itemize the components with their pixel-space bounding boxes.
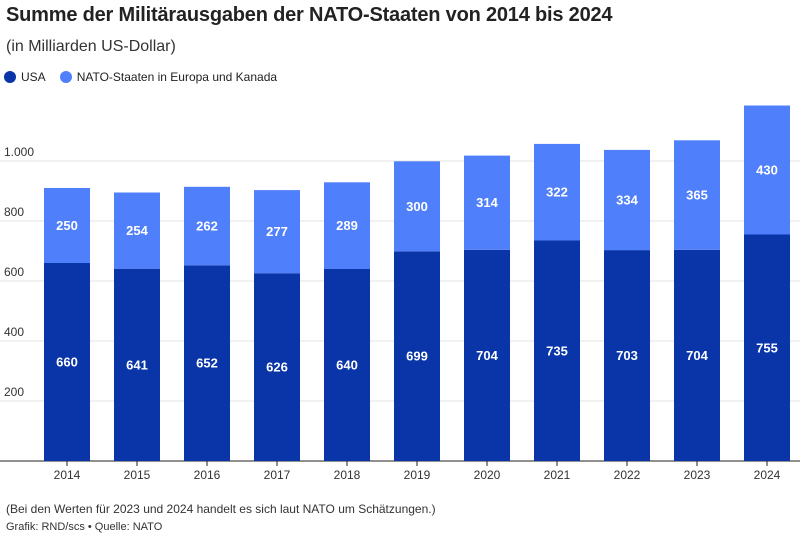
legend-item-usa: USA [4,70,46,84]
bar-europe-canada [44,188,90,263]
data-label: 300 [406,199,428,214]
footnote: (Bei den Werten für 2023 und 2024 handel… [6,502,436,516]
bar-usa [534,240,580,461]
data-label: 755 [756,340,778,355]
bar-europe-canada [604,149,650,251]
bar-europe-canada [394,161,440,252]
x-tick-label: 2017 [264,468,291,482]
data-label: 430 [756,163,778,178]
data-label: 289 [336,218,358,233]
data-label: 703 [616,348,638,363]
x-tick-label: 2019 [404,468,431,482]
legend-label-usa: USA [21,70,46,84]
data-label: 322 [546,185,568,200]
x-tick-label: 2024 [754,468,781,482]
data-label: 365 [686,188,708,203]
data-label: 262 [196,219,218,234]
data-label: 735 [546,343,568,358]
bar-usa [324,269,370,461]
data-label: 660 [56,355,78,370]
x-tick-label: 2022 [614,468,641,482]
data-label: 250 [56,218,78,233]
bar-europe-canada [324,182,370,269]
data-label: 699 [406,349,428,364]
y-tick-label: 600 [4,265,24,279]
data-label: 641 [126,357,148,372]
bar-usa [674,249,720,461]
chart-subtitle: (in Milliarden US-Dollar) [6,38,176,55]
legend: USA NATO-Staaten in Europa und Kanada [4,70,277,84]
data-label: 704 [686,348,708,363]
chart-title: Summe der Militärausgaben der NATO-Staat… [6,4,613,26]
bar-europe-canada [254,190,300,274]
bar-usa [254,273,300,461]
x-tick-label: 2014 [54,468,81,482]
bar-usa [464,249,510,461]
bar-usa [114,268,160,461]
data-label: 277 [266,224,288,239]
data-label: 704 [476,348,498,363]
bar-europe-canada [744,105,790,235]
source-credit: Grafik: RND/scs • Quelle: NATO [6,521,163,533]
legend-label-europe-canada: NATO-Staaten in Europa und Kanada [76,70,278,84]
bar-usa [184,265,230,461]
y-tick-label: 200 [4,385,24,399]
x-tick-label: 2021 [544,468,571,482]
bar-usa [604,250,650,461]
x-tick-label: 2018 [334,468,361,482]
bar-usa [44,263,90,461]
legend-item-europe-canada: NATO-Staaten in Europa und Kanada [59,70,278,84]
data-label: 640 [336,358,358,373]
legend-swatch-usa [4,71,16,83]
bar-europe-canada [184,186,230,266]
data-label: 626 [266,360,288,375]
x-tick-label: 2023 [684,468,711,482]
bar-usa [394,251,440,461]
data-label: 254 [126,223,148,238]
y-tick-label: 1.000 [4,145,34,159]
bar-europe-canada [114,192,160,269]
bar-usa [744,234,790,461]
bar-europe-canada [534,143,580,241]
x-tick-label: 2020 [474,468,501,482]
legend-swatch-europe-canada [59,71,72,83]
data-label: 334 [616,193,638,208]
y-tick-label: 800 [4,205,24,219]
y-tick-label: 400 [4,325,24,339]
bar-europe-canada [464,155,510,250]
data-label: 314 [476,195,498,210]
bar-europe-canada [674,140,720,250]
data-label: 652 [196,356,218,371]
x-tick-label: 2015 [124,468,151,482]
x-tick-label: 2016 [194,468,221,482]
